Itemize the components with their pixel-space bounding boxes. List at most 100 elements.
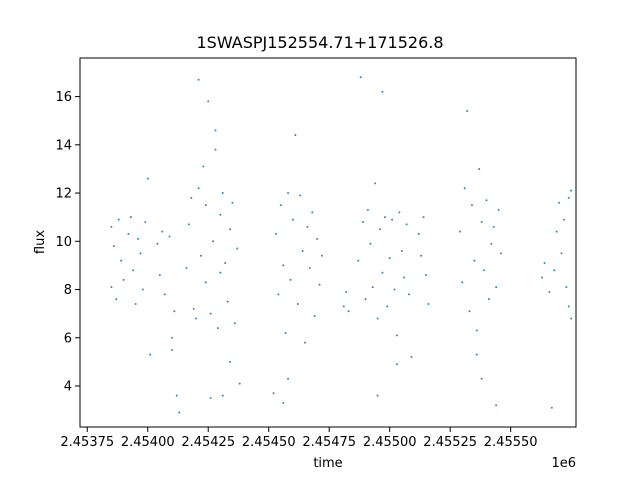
scatter-point bbox=[395, 363, 398, 366]
scatter-point bbox=[558, 201, 561, 204]
scatter-point bbox=[306, 225, 309, 228]
scatter-point bbox=[403, 276, 406, 279]
scatter-point bbox=[473, 259, 476, 262]
scatter-point bbox=[187, 223, 190, 226]
scatter-point bbox=[221, 394, 224, 397]
scatter-point bbox=[161, 230, 164, 233]
scatter-point bbox=[478, 167, 481, 170]
scatter-point bbox=[371, 286, 374, 289]
scatter-point bbox=[470, 204, 473, 207]
scatter-point bbox=[224, 262, 227, 264]
scatter-point bbox=[543, 262, 546, 264]
y-tick-label: 8 bbox=[64, 283, 72, 298]
scatter-point bbox=[422, 216, 425, 219]
scatter-point bbox=[144, 221, 147, 223]
scatter-point bbox=[316, 237, 319, 240]
scatter-point bbox=[149, 353, 152, 356]
y-tick-label: 12 bbox=[55, 187, 72, 202]
scatter-point bbox=[132, 269, 135, 272]
scatter-point bbox=[420, 254, 423, 257]
scatter-point bbox=[117, 218, 120, 221]
scatter-point bbox=[400, 249, 403, 252]
y-tick-label: 4 bbox=[64, 380, 72, 395]
scatter-point bbox=[395, 334, 398, 337]
plot-area bbox=[79, 57, 577, 428]
scatter-point bbox=[480, 377, 483, 380]
y-tick-label: 16 bbox=[55, 90, 72, 105]
scatter-point bbox=[284, 331, 287, 334]
scatter-point bbox=[141, 288, 144, 291]
scatter-point bbox=[110, 225, 113, 228]
scatter-point bbox=[134, 303, 137, 305]
y-axis: 4 6 8 10 12 14 16 bbox=[55, 90, 80, 395]
scatter-point bbox=[289, 278, 292, 281]
scatter-point bbox=[410, 356, 413, 359]
scatter-point bbox=[386, 305, 389, 308]
scatter-point bbox=[112, 245, 115, 248]
scatter-point bbox=[197, 187, 200, 190]
scatter-point bbox=[296, 303, 299, 305]
scatter-point bbox=[475, 329, 478, 332]
scatter-point bbox=[170, 348, 173, 351]
scatter-point bbox=[214, 129, 217, 132]
scatter-point bbox=[374, 182, 377, 185]
scatter-point bbox=[173, 310, 176, 313]
scatter-point bbox=[495, 404, 498, 407]
scatter-point bbox=[362, 221, 365, 223]
scatter-point bbox=[301, 249, 304, 252]
scatter-point bbox=[492, 225, 495, 228]
scatter-point bbox=[427, 303, 430, 305]
x-axis-label: time bbox=[313, 456, 342, 471]
x-tick-label: 2.45500 bbox=[363, 435, 417, 450]
scatter-point bbox=[567, 196, 570, 199]
scatter-point bbox=[541, 276, 544, 279]
plot-frame bbox=[79, 57, 577, 428]
scatter-point bbox=[548, 290, 551, 293]
scatter-point bbox=[139, 252, 142, 255]
scatter-point bbox=[236, 247, 239, 250]
scatter-point bbox=[345, 290, 348, 293]
scatter-point bbox=[376, 317, 379, 320]
scatter-point bbox=[175, 394, 178, 397]
scatter-point bbox=[122, 278, 125, 281]
scatter-point bbox=[562, 218, 565, 221]
scatter-point bbox=[468, 310, 471, 313]
chart-title: 1SWASPJ152554.71+171526.8 bbox=[196, 33, 443, 52]
scatter-point bbox=[170, 336, 173, 339]
scatter-point bbox=[475, 353, 478, 356]
scatter-point bbox=[555, 230, 558, 233]
scatter-point bbox=[379, 228, 382, 231]
scatter-point bbox=[497, 208, 500, 211]
scatter-point bbox=[197, 78, 200, 81]
scatter-point bbox=[229, 360, 232, 363]
x-axis: 2.45375 2.45400 2.45425 2.45450 2.45475 2.455… bbox=[60, 427, 538, 450]
scatter-point bbox=[238, 382, 241, 385]
scatter-points bbox=[110, 76, 573, 414]
scatter-point bbox=[287, 377, 290, 380]
scatter-point bbox=[381, 90, 384, 93]
scatter-point bbox=[219, 213, 222, 216]
scatter-point bbox=[272, 392, 275, 395]
scatter-point bbox=[347, 310, 350, 313]
x-tick-label: 2.45375 bbox=[60, 435, 114, 450]
scatter-point bbox=[359, 76, 362, 79]
scatter-point bbox=[463, 187, 466, 190]
scatter-point bbox=[318, 283, 321, 286]
scatter-point bbox=[550, 406, 553, 409]
scatter-point bbox=[156, 242, 159, 245]
scatter-point bbox=[417, 233, 420, 236]
x-tick-label: 2.45400 bbox=[121, 435, 175, 450]
scatter-point bbox=[311, 211, 314, 214]
x-tick-label: 2.45525 bbox=[423, 435, 477, 450]
scatter-point bbox=[279, 204, 282, 207]
scatter-point bbox=[391, 218, 394, 221]
scatter-point bbox=[137, 237, 140, 240]
scatter-point bbox=[229, 228, 232, 231]
scatter-point bbox=[207, 100, 210, 103]
y-tick-label: 10 bbox=[55, 235, 72, 250]
scatter-point bbox=[480, 221, 483, 223]
scatter-point bbox=[190, 196, 193, 199]
scatter-point bbox=[209, 312, 212, 315]
scatter-point bbox=[553, 269, 556, 272]
